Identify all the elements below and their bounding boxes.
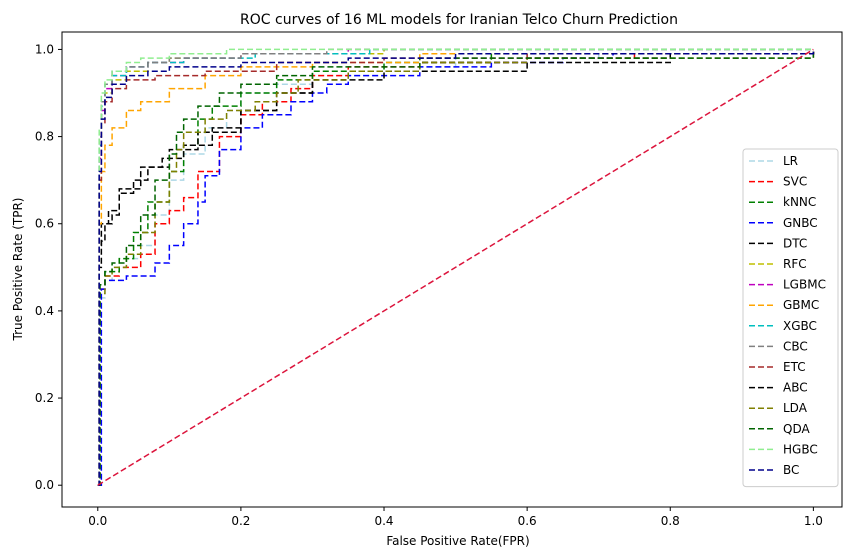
x-tick-label: 1.0 — [804, 514, 823, 528]
legend-label-svc: SVC — [783, 175, 807, 189]
chart-title: ROC curves of 16 ML models for Iranian T… — [240, 12, 678, 28]
y-tick-label: 0.0 — [35, 478, 54, 492]
legend-label-bc: BC — [783, 463, 799, 477]
legend-label-gnbc: GNBC — [783, 216, 818, 230]
legend-label-cbc: CBC — [783, 339, 808, 353]
legend-label-xgbc: XGBC — [783, 319, 817, 333]
x-tick-label: 0.0 — [88, 514, 107, 528]
plot-frame — [61, 31, 843, 508]
legend-box — [742, 148, 839, 488]
legend-label-hgbc: HGBC — [783, 442, 818, 456]
y-tick-label: 0.2 — [35, 391, 54, 405]
y-tick-label: 0.8 — [35, 130, 54, 144]
x-axis-label: False Positive Rate(FPR) — [386, 534, 529, 548]
x-tick-label: 0.8 — [661, 514, 680, 528]
legend-label-etc: ETC — [783, 360, 806, 374]
y-tick-label: 1.0 — [35, 42, 54, 56]
legend-label-knnc: kNNC — [783, 195, 816, 209]
legend-label-qda: QDA — [783, 422, 810, 436]
roc-curve-qda — [97, 49, 815, 486]
legend-label-gbmc: GBMC — [783, 298, 819, 312]
random-classifier-line — [97, 48, 814, 486]
legend-label-rfc: RFC — [783, 257, 807, 271]
x-tick-label: 0.4 — [374, 514, 393, 528]
y-axis-label: True Positive Rate (TPR) — [11, 198, 25, 342]
roc-curve-bc — [97, 49, 815, 486]
legend-label-dtc: DTC — [783, 236, 807, 250]
y-tick-label: 0.6 — [35, 217, 54, 231]
legend-label-lgbmc: LGBMC — [783, 278, 826, 292]
legend: LR SVC kNNC GNBC DTC RFC LGBMC GBMC XGBC CBC ETC AB… — [742, 148, 839, 488]
x-tick-label: 0.6 — [518, 514, 537, 528]
legend-label-abc: ABC — [783, 381, 808, 395]
legend-label-lr: LR — [783, 154, 798, 168]
y-tick-label: 0.4 — [35, 304, 54, 318]
legend-label-lda: LDA — [783, 401, 808, 415]
roc-curve-knnc — [97, 49, 815, 486]
x-tick-label: 0.2 — [231, 514, 250, 528]
